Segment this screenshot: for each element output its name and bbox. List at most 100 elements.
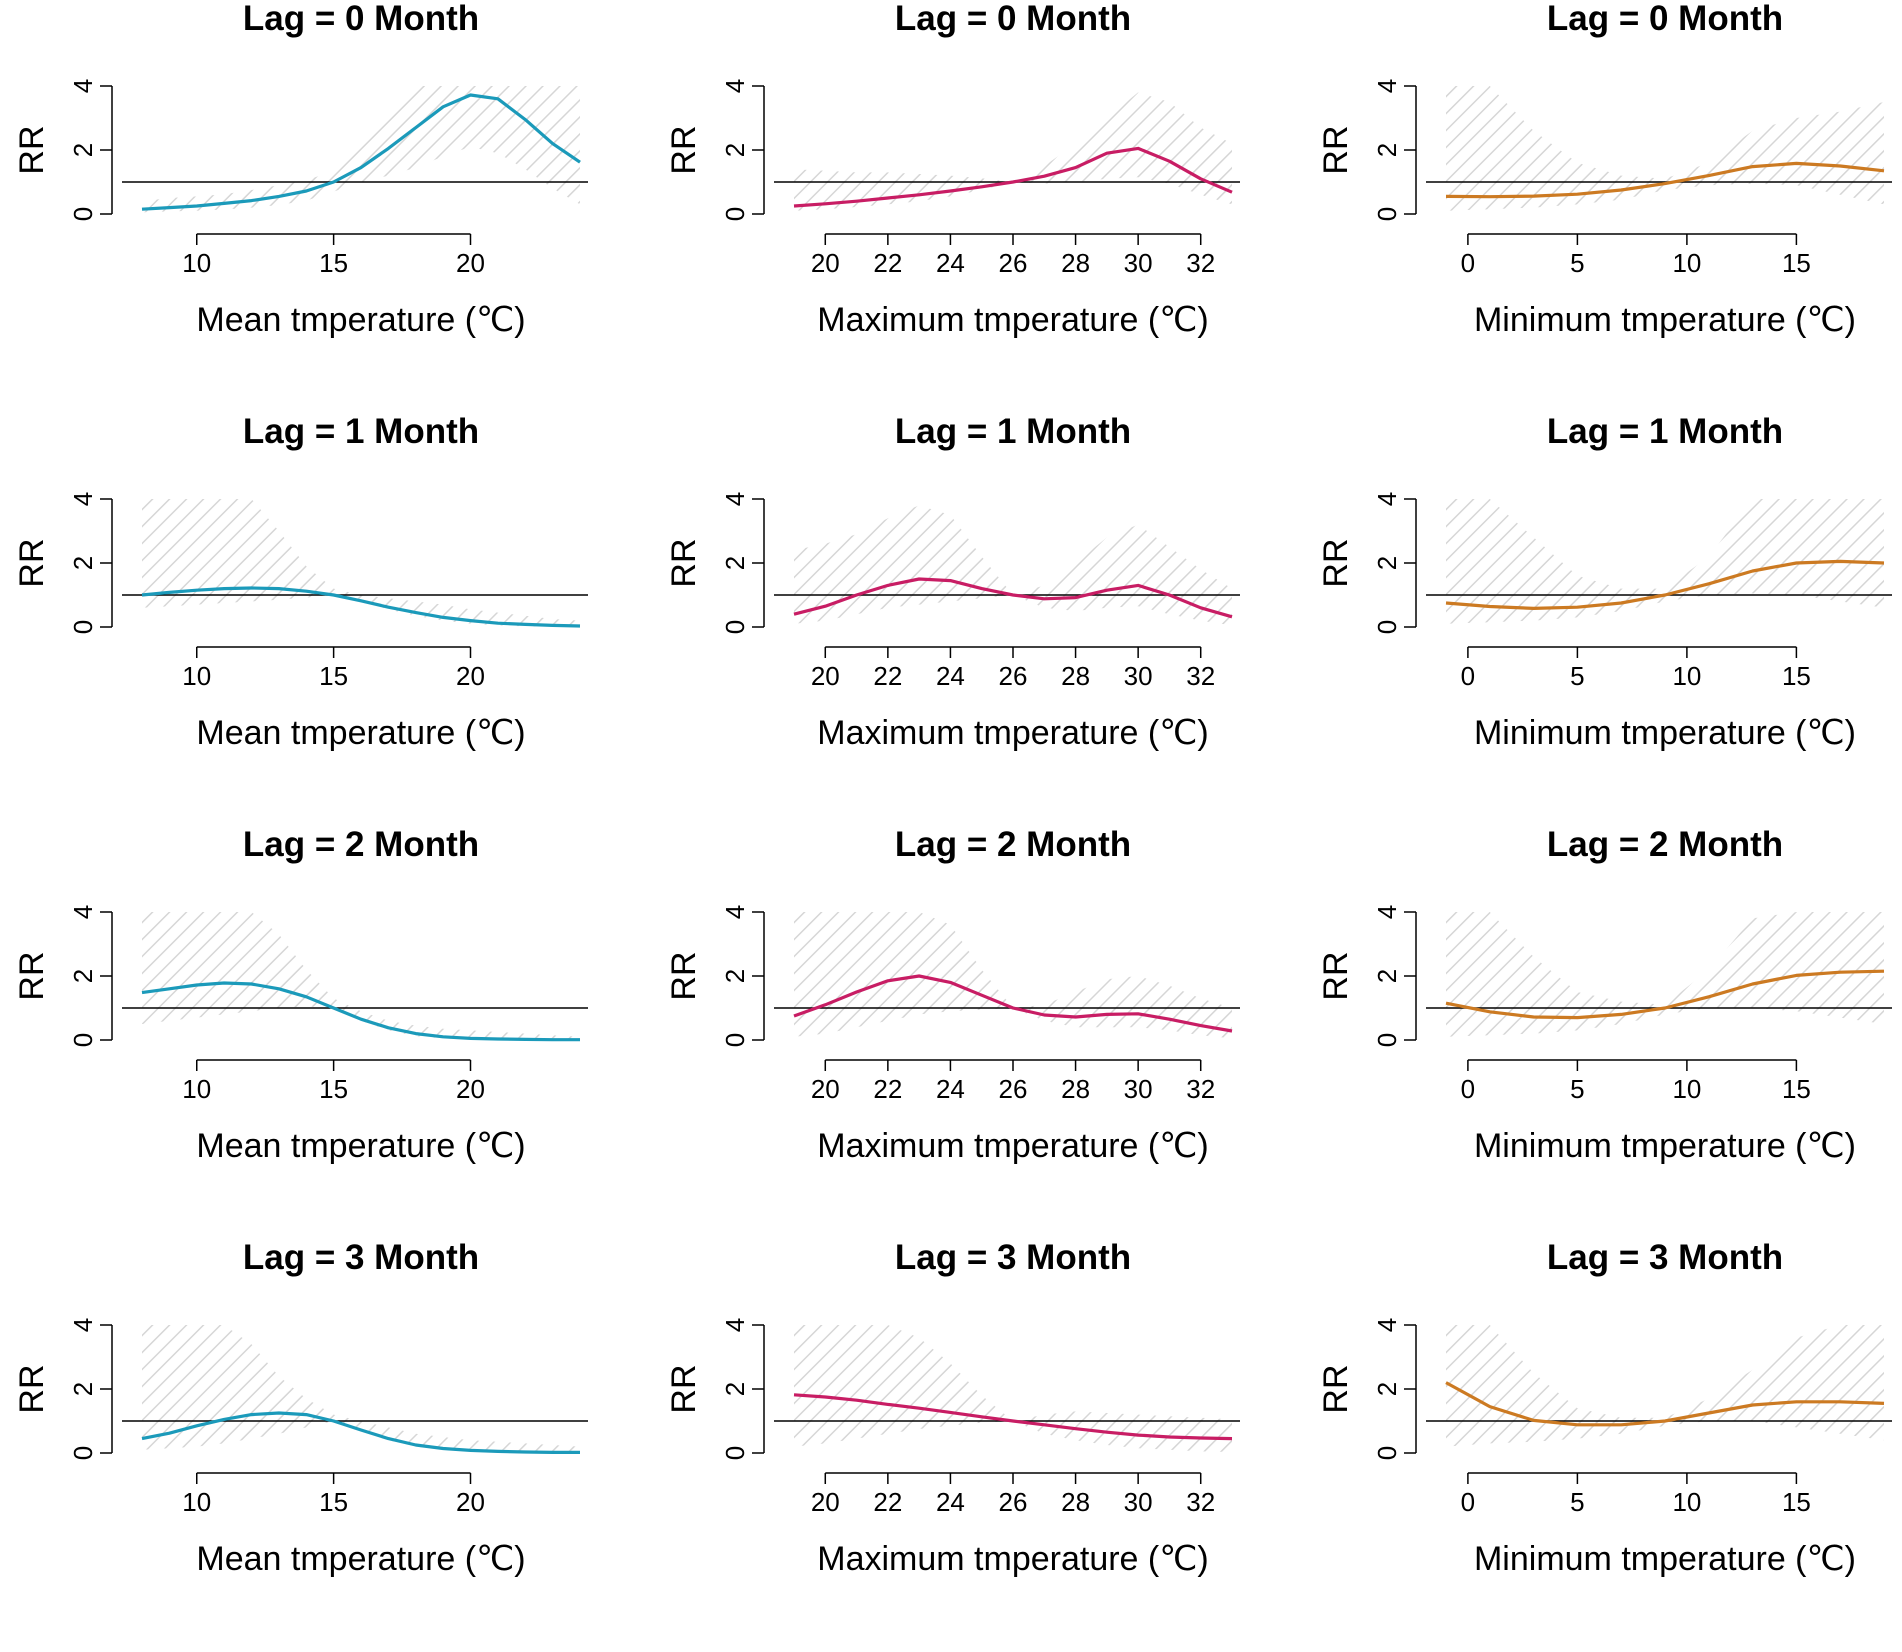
x-tick-label: 5	[1570, 248, 1584, 278]
rr-curve	[1445, 559, 1885, 610]
x-tick-label: 20	[456, 248, 485, 278]
y-tick-label: 2	[68, 556, 98, 570]
chart-svg: 0 2 4 10 15 20 Lag = 3 Month Mean tmperature (℃…	[13, 1238, 588, 1578]
y-tick-label: 0	[1372, 1446, 1402, 1460]
x-tick-label: 15	[319, 1074, 348, 1104]
panel-min-lag3: 0 2 4 0 5 10 15 Lag = 3 Month Minimum tmperature…	[1304, 1238, 1902, 1652]
rr-curve	[1445, 1381, 1885, 1427]
ci-band	[794, 1325, 1232, 1452]
x-tick-label: 28	[1061, 248, 1090, 278]
y-tick-label: 2	[68, 143, 98, 157]
panel-title: Lag = 1 Month	[1547, 412, 1783, 451]
y-tick-label: 0	[68, 1033, 98, 1047]
x-tick-label: 24	[936, 248, 965, 278]
y-tick-label: 0	[68, 1446, 98, 1460]
y-tick-label: 0	[68, 207, 98, 221]
y-axis-label: RR	[665, 125, 703, 174]
x-tick-label: 26	[999, 1487, 1028, 1517]
panel-title: Lag = 0 Month	[895, 0, 1131, 38]
panel-title: Lag = 3 Month	[243, 1238, 479, 1277]
chart-svg: 0 2 4 0 5 10 15 Lag = 3 Month Minimum tmperature…	[1317, 1238, 1892, 1578]
x-tick-label: 30	[1124, 661, 1153, 691]
x-axis-label: Mean tmperature (℃)	[196, 1127, 525, 1165]
y-axis-label: RR	[13, 538, 51, 587]
x-tick-label: 0	[1461, 661, 1475, 691]
rr-curve	[141, 93, 581, 211]
y-tick-label: 0	[1372, 620, 1402, 634]
rr-curve	[793, 1393, 1233, 1441]
panel-title: Lag = 2 Month	[243, 825, 479, 864]
x-tick-label: 28	[1061, 1074, 1090, 1104]
x-tick-label: 20	[456, 1487, 485, 1517]
x-axis-label: Maximum tmperature (℃)	[817, 1540, 1208, 1578]
y-tick-label: 2	[68, 969, 98, 983]
x-tick-label: 10	[1672, 1487, 1701, 1517]
ci-band	[794, 912, 1232, 1039]
y-axis-label: RR	[665, 1364, 703, 1413]
x-tick-label: 20	[811, 248, 840, 278]
panel-title: Lag = 2 Month	[1547, 825, 1783, 864]
y-tick-label: 0	[1372, 207, 1402, 221]
x-tick-label: 20	[456, 661, 485, 691]
y-tick-label: 0	[68, 620, 98, 634]
y-tick-label: 4	[68, 1318, 98, 1332]
x-tick-label: 15	[319, 1487, 348, 1517]
y-tick-label: 2	[1372, 969, 1402, 983]
chart-svg: 0 2 4 10 15 20 Lag = 0 Month Mean tmperature (℃…	[13, 0, 588, 339]
y-tick-label: 4	[720, 79, 750, 93]
panel-mean-lag0: 0 2 4 10 15 20 Lag = 0 Month Mean tmperature (℃…	[0, 0, 634, 413]
x-tick-label: 24	[936, 661, 965, 691]
panel-mean-lag3: 0 2 4 10 15 20 Lag = 3 Month Mean tmperature (℃…	[0, 1238, 634, 1652]
y-axis-label: RR	[1317, 125, 1355, 174]
x-tick-label: 28	[1061, 661, 1090, 691]
ci-band	[794, 505, 1232, 626]
ci-band	[1446, 912, 1884, 1037]
x-tick-label: 15	[1782, 661, 1811, 691]
ci-band	[142, 1325, 580, 1453]
panel-min-lag0: 0 2 4 0 5 10 15 Lag = 0 Month Minimum tmperature…	[1304, 0, 1902, 413]
y-tick-label: 4	[1372, 492, 1402, 506]
y-axis-label: RR	[13, 125, 51, 174]
y-axis-label: RR	[1317, 951, 1355, 1000]
ci-band	[794, 92, 1232, 211]
x-tick-label: 32	[1186, 1487, 1215, 1517]
figure: 0 2 4 10 15 20 Lag = 0 Month Mean tmperature (℃…	[0, 0, 1902, 1578]
x-tick-label: 0	[1461, 1487, 1475, 1517]
x-tick-label: 22	[873, 248, 902, 278]
rr-curve	[1445, 161, 1885, 199]
x-tick-label: 10	[182, 661, 211, 691]
x-axis-label: Maximum tmperature (℃)	[817, 301, 1208, 339]
x-tick-label: 5	[1570, 1074, 1584, 1104]
panel-title: Lag = 3 Month	[1547, 1238, 1783, 1277]
x-tick-label: 0	[1461, 248, 1475, 278]
x-tick-label: 24	[936, 1487, 965, 1517]
x-tick-label: 15	[319, 661, 348, 691]
y-tick-label: 2	[68, 1382, 98, 1396]
x-tick-label: 10	[182, 1074, 211, 1104]
x-axis-label: Minimum tmperature (℃)	[1474, 714, 1856, 752]
rr-curve	[141, 586, 581, 628]
ci-band	[1446, 1325, 1884, 1447]
y-tick-label: 2	[720, 556, 750, 570]
x-axis-label: Minimum tmperature (℃)	[1474, 1540, 1856, 1578]
rr-curve	[141, 981, 580, 1042]
x-tick-label: 15	[1782, 1074, 1811, 1104]
x-tick-label: 15	[319, 248, 348, 278]
panel-max-lag2: 0 2 4 20 22 24 26 28 30 32 Lag = 2 Month Maximum tm…	[652, 825, 1286, 1239]
ci-band	[1446, 499, 1884, 624]
x-tick-label: 10	[1672, 248, 1701, 278]
x-tick-label: 32	[1186, 661, 1215, 691]
y-axis-label: RR	[1317, 1364, 1355, 1413]
ci-band	[142, 499, 580, 627]
chart-svg: 0 2 4 0 5 10 15 Lag = 1 Month Minimum tmperature…	[1317, 412, 1892, 752]
rr-curve	[793, 577, 1233, 619]
y-tick-label: 0	[720, 1446, 750, 1460]
x-tick-label: 15	[1782, 248, 1811, 278]
x-tick-label: 26	[999, 1074, 1028, 1104]
x-tick-label: 20	[811, 661, 840, 691]
ci-band	[142, 86, 580, 213]
x-tick-label: 0	[1461, 1074, 1475, 1104]
